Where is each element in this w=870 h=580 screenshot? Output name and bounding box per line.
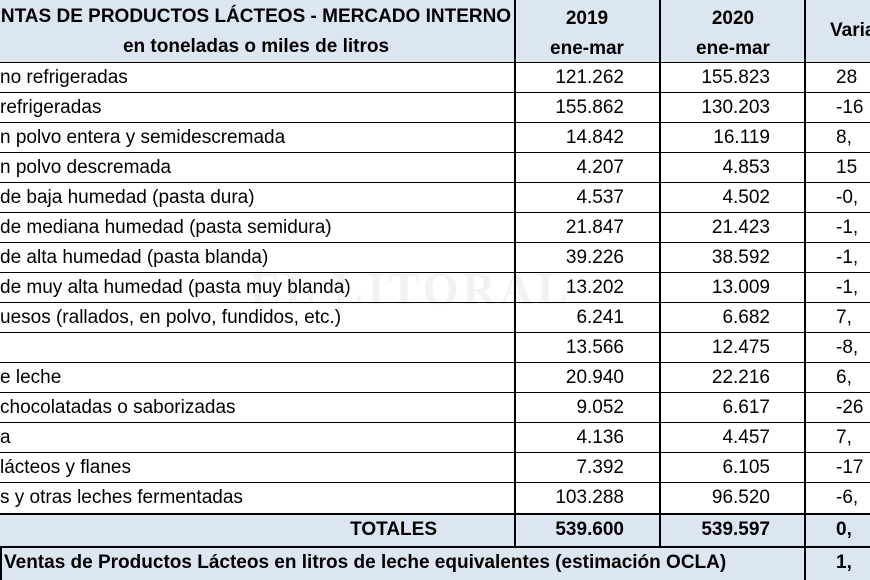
row-divider (0, 422, 870, 423)
row-value-2019: 6.241 (576, 307, 624, 328)
footer-left-border (0, 546, 2, 580)
row-label: n polvo entera y semidescremada (0, 127, 286, 148)
row-label: e leche (0, 367, 62, 388)
row-value-2020: 4.502 (722, 187, 770, 208)
row-value-2019: 13.202 (565, 277, 624, 298)
col-2019-period: ene-mar (550, 38, 624, 59)
row-label: s y otras leches fermentadas (0, 487, 243, 508)
row-value-2020: 96.520 (711, 487, 770, 508)
col-divider-variation (804, 0, 806, 580)
row-variation: -1, (836, 217, 859, 238)
col-2019-year: 2019 (565, 8, 609, 29)
col-divider-2019 (514, 0, 516, 546)
row-value-2020: 155.823 (701, 67, 770, 88)
row-divider (0, 332, 870, 333)
footer-row (0, 548, 870, 580)
col-divider-2020 (659, 0, 661, 546)
col-variation: Varia (830, 20, 870, 41)
row-value-2019: 14.842 (565, 127, 624, 148)
table-header (0, 0, 870, 62)
row-variation: -6, (836, 487, 859, 508)
row-divider (0, 212, 870, 213)
row-variation: -26 (836, 397, 864, 418)
row-divider (0, 242, 870, 243)
row-variation: 28 (836, 67, 858, 88)
footer-variation: 1, (836, 552, 852, 573)
row-variation: 7, (836, 427, 852, 448)
row-value-2020: 6.105 (722, 457, 770, 478)
row-divider (0, 92, 870, 93)
row-value-2019: 4.537 (576, 187, 624, 208)
table-subtitle: en toneladas o miles de litros (122, 36, 390, 57)
row-value-2019: 4.136 (576, 427, 624, 448)
row-value-2020: 13.009 (711, 277, 770, 298)
row-value-2020: 4.457 (722, 427, 770, 448)
row-value-2019: 4.207 (576, 157, 624, 178)
row-variation: 7, (836, 307, 852, 328)
table-title: NTAS DE PRODUCTOS LÁCTEOS - MERCADO INTE… (0, 6, 512, 27)
row-value-2019: 39.226 (565, 247, 624, 268)
col-2020-period: ene-mar (696, 38, 770, 59)
row-value-2019: 103.288 (555, 487, 624, 508)
footer-top-border (0, 546, 870, 548)
totals-row (0, 514, 870, 546)
row-variation: -8, (836, 337, 859, 358)
row-label: n polvo descremada (0, 157, 172, 178)
row-value-2020: 130.203 (701, 97, 770, 118)
row-value-2019: 7.392 (576, 457, 624, 478)
row-variation: -17 (836, 457, 864, 478)
totals-top-border (0, 513, 870, 515)
row-divider (0, 392, 870, 393)
row-variation: -0, (836, 187, 859, 208)
row-value-2019: 155.862 (555, 97, 624, 118)
totals-2020: 539.597 (701, 519, 770, 540)
row-variation: 15 (836, 157, 858, 178)
row-divider (0, 182, 870, 183)
totals-label: TOTALES (350, 519, 437, 540)
row-divider (0, 482, 870, 483)
row-divider (0, 62, 870, 63)
row-divider (0, 152, 870, 153)
row-label: uesos (rallados, en polvo, fundidos, etc… (0, 307, 342, 328)
row-value-2020: 21.423 (711, 217, 770, 238)
totals-2019: 539.600 (555, 519, 624, 540)
row-value-2020: 6.682 (722, 307, 770, 328)
row-divider (0, 272, 870, 273)
row-divider (0, 302, 870, 303)
row-variation: 6, (836, 367, 852, 388)
row-value-2020: 12.475 (711, 337, 770, 358)
row-label: refrigeradas (0, 97, 102, 118)
footer-label: Ventas de Productos Lácteos en litros de… (4, 552, 727, 573)
row-value-2019: 21.847 (565, 217, 624, 238)
row-value-2019: 121.262 (555, 67, 624, 88)
row-divider (0, 362, 870, 363)
row-label: de mediana humedad (pasta semidura) (0, 217, 332, 238)
row-label: lácteos y flanes (0, 457, 131, 478)
row-value-2020: 4.853 (722, 157, 770, 178)
row-divider (0, 452, 870, 453)
row-variation: -16 (836, 97, 864, 118)
row-label: a (0, 427, 11, 448)
row-label: no refrigeradas (0, 67, 128, 88)
row-value-2020: 22.216 (711, 367, 770, 388)
row-label: de muy alta humedad (pasta muy blanda) (0, 277, 351, 298)
row-value-2020: 6.617 (722, 397, 770, 418)
row-divider (0, 122, 870, 123)
row-label: de alta humedad (pasta blanda) (0, 247, 269, 268)
watermark: EL LITORAL (250, 263, 572, 314)
row-label: chocolatadas o saborizadas (0, 397, 236, 418)
row-value-2019: 20.940 (565, 367, 624, 388)
row-variation: -1, (836, 277, 859, 298)
row-label: de baja humedad (pasta dura) (0, 187, 255, 208)
totals-variation: 0, (836, 519, 852, 540)
row-value-2020: 38.592 (711, 247, 770, 268)
row-value-2020: 16.119 (713, 127, 770, 148)
row-variation: -1, (836, 247, 859, 268)
row-value-2019: 13.566 (565, 337, 624, 358)
col-2020-year: 2020 (711, 8, 755, 29)
row-value-2019: 9.052 (576, 397, 624, 418)
row-variation: 8, (836, 127, 852, 148)
